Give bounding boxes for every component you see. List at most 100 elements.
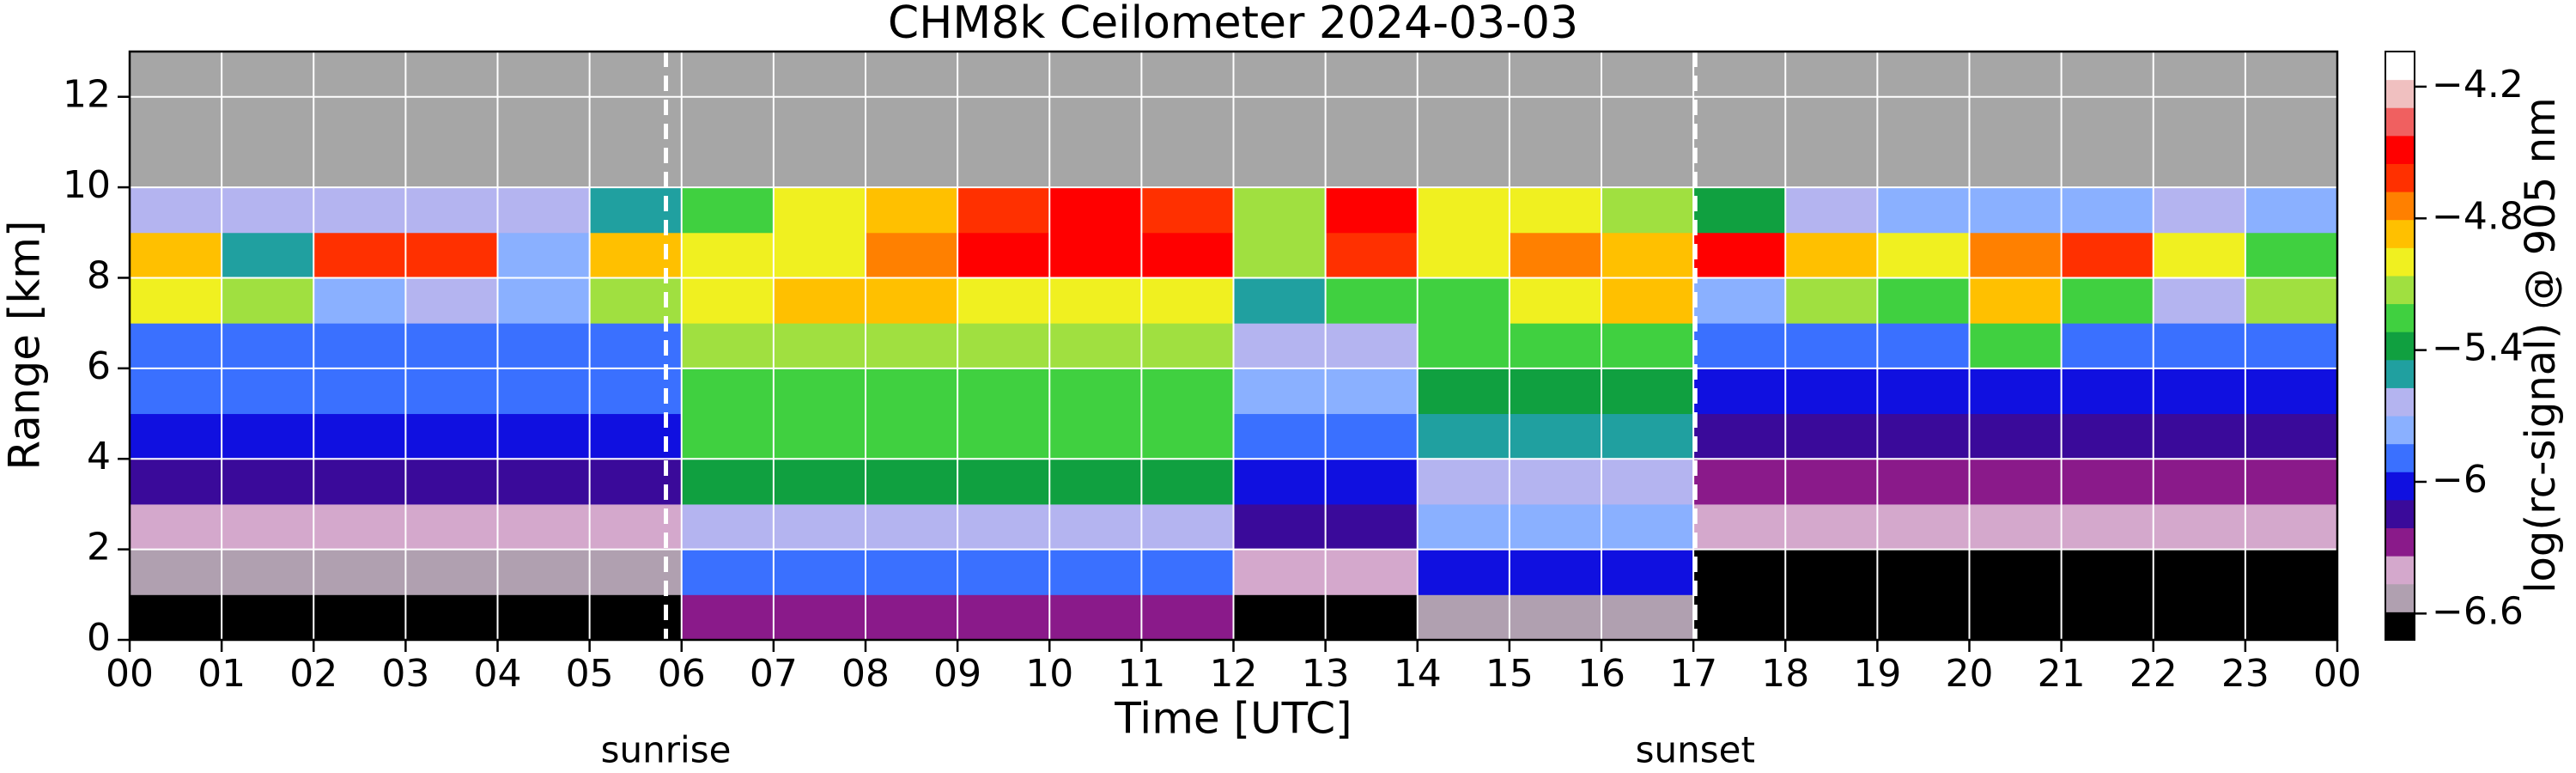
heat-cell — [1233, 232, 1327, 278]
heat-cell — [2245, 187, 2338, 234]
heat-cell — [313, 368, 406, 415]
x-tick-label: 09 — [933, 652, 981, 696]
heat-cell — [1969, 549, 2063, 595]
heat-cell — [1877, 549, 1970, 595]
x-tick-label: 16 — [1577, 652, 1625, 696]
heat-cell — [866, 323, 958, 369]
x-tick-label: 10 — [1025, 652, 1073, 696]
heat-cell — [773, 187, 866, 234]
heat-cell — [1509, 323, 1602, 369]
heat-cell — [2153, 232, 2246, 278]
heat-cell — [1785, 459, 1878, 505]
heat-cell — [773, 459, 866, 505]
heat-cell — [313, 503, 406, 551]
heat-cell — [866, 594, 958, 641]
colorbar-band — [2385, 416, 2415, 445]
x-tick-label: 14 — [1394, 652, 1442, 696]
heat-cell — [222, 413, 314, 460]
colorbar-band — [2385, 332, 2415, 361]
heat-cell — [1049, 277, 1142, 324]
heat-cell — [1969, 503, 2063, 551]
heat-cell — [681, 459, 775, 505]
heat-cell — [1233, 413, 1327, 460]
heat-cell — [405, 413, 498, 460]
colorbar-label: log(rc-signal) @ 905 nm — [2517, 97, 2565, 593]
heat-cell — [1049, 323, 1142, 369]
x-tick-label: 13 — [1302, 652, 1350, 696]
heat-cell — [2153, 594, 2246, 641]
heat-cell — [2153, 549, 2246, 595]
heat-cell — [1141, 594, 1234, 641]
colorbar-band — [2385, 387, 2415, 417]
colorbar-band — [2385, 275, 2415, 305]
heat-cell — [1693, 277, 1786, 324]
heat-cell — [313, 232, 406, 278]
heat-cell — [2061, 413, 2154, 460]
colorbar-tick-label: −4.2 — [2432, 63, 2524, 107]
heat-cell — [1877, 277, 1970, 324]
heat-cell — [773, 368, 866, 415]
heat-cell — [957, 187, 1050, 234]
heat-cell — [2153, 503, 2246, 551]
heat-cell — [405, 594, 498, 641]
heat-cell — [313, 413, 406, 460]
heat-cell — [2245, 368, 2338, 415]
colorbar-band — [2385, 443, 2415, 472]
heat-cell — [1141, 368, 1234, 415]
heat-cell — [1233, 368, 1327, 415]
heat-cell — [1049, 368, 1142, 415]
colorbar-band — [2385, 192, 2415, 221]
heat-cell — [1417, 459, 1510, 505]
heat-cell — [1049, 549, 1142, 595]
heat-cell — [773, 503, 866, 551]
heat-cell — [1049, 594, 1142, 641]
heat-cell — [130, 503, 222, 551]
colorbar-band — [2385, 79, 2415, 108]
x-tick-label: 12 — [1210, 652, 1258, 696]
y-tick-label: 4 — [87, 435, 111, 478]
heat-cell — [497, 459, 591, 505]
heat-cell — [1877, 187, 1970, 234]
colorbar-tick-label: −5.4 — [2432, 326, 2524, 370]
heat-cell — [1417, 413, 1510, 460]
heat-cell — [957, 232, 1050, 278]
heat-cell — [1785, 549, 1878, 595]
heat-cell — [222, 503, 314, 551]
x-tick-label: 15 — [1485, 652, 1534, 696]
heat-cell — [866, 187, 958, 234]
colorbar-band — [2385, 52, 2415, 81]
heat-cell — [2245, 232, 2338, 278]
heat-cell — [1049, 413, 1142, 460]
heat-cell — [2245, 459, 2338, 505]
colorbar-band — [2385, 359, 2415, 388]
colorbar-band — [2385, 612, 2415, 641]
heat-cell — [405, 277, 498, 324]
heat-cell — [2245, 503, 2338, 551]
y-tick-label: 0 — [87, 616, 111, 660]
heat-cell — [1601, 594, 1694, 641]
heat-cell — [2245, 594, 2338, 641]
heat-cell — [1601, 503, 1694, 551]
heat-cell — [681, 594, 775, 641]
heat-cell — [497, 503, 591, 551]
heat-cell — [1325, 232, 1419, 278]
heat-cell — [1693, 368, 1786, 415]
heat-cell — [1785, 368, 1878, 415]
heat-cell — [1509, 503, 1602, 551]
heat-cell — [1601, 549, 1694, 595]
heat-cell — [1693, 549, 1786, 595]
heat-cell — [313, 277, 406, 324]
heat-cell — [130, 232, 222, 278]
colorbar-band — [2385, 583, 2415, 612]
heat-cell — [1509, 368, 1602, 415]
heat-cell — [866, 549, 958, 595]
heat-cell — [2153, 459, 2246, 505]
heat-cell — [2153, 323, 2246, 369]
heat-cell — [497, 232, 591, 278]
heat-cell — [1141, 413, 1234, 460]
heat-cell — [1693, 323, 1786, 369]
heat-cell — [681, 232, 775, 278]
heat-cell — [866, 277, 958, 324]
heat-cell — [1785, 594, 1878, 641]
heat-cell — [957, 459, 1050, 505]
